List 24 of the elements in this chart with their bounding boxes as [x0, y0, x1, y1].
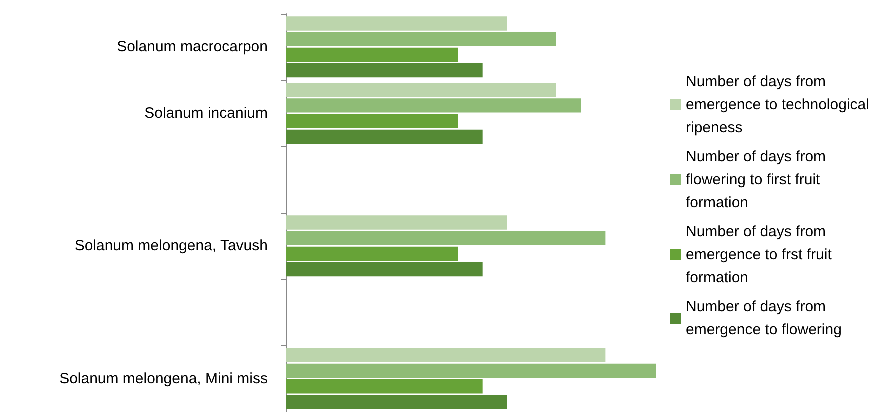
bar: [286, 216, 508, 230]
bar: [286, 16, 508, 31]
bar: [286, 48, 458, 62]
legend-label: Number of days from emergence to flowering: [686, 298, 842, 338]
bar: [286, 130, 483, 144]
bar: [286, 63, 483, 78]
bar: [286, 32, 556, 46]
bar: [286, 231, 606, 246]
legend-label: Number of days from flowering to first fruit formation: [686, 148, 830, 212]
legend-label: Number of days from emergence to technological ripeness: [686, 74, 874, 136]
y-tick-label: Solanum melongena, Tavush: [74, 238, 268, 255]
bar: [286, 380, 483, 394]
bar: [286, 114, 458, 128]
bar: [286, 82, 556, 98]
bar: [286, 364, 656, 378]
y-tick-label: Solanum incanium: [144, 105, 268, 122]
legend-label: Number of days from emergence to frst fruit formation: [686, 224, 836, 286]
bar: [286, 246, 458, 262]
bar: [286, 262, 483, 277]
bar: [286, 395, 508, 410]
bar: [286, 348, 606, 363]
y-tick-label: Solanum macrocarpon: [117, 38, 268, 56]
y-tick-label: Solanum melongena, Mini miss: [60, 370, 268, 388]
bar: [286, 98, 582, 113]
